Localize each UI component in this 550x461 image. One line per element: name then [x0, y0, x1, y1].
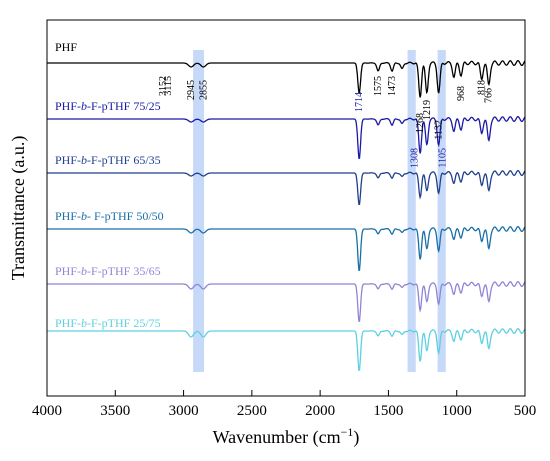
- spectrum-line-3: [47, 225, 526, 271]
- highlight-band-2: [437, 50, 446, 372]
- series-label-1: PHF-b-F-pTHF 75/25: [55, 99, 161, 113]
- series-label-4-part-1: b: [81, 264, 87, 278]
- x-axis-ticks: 4000 3500 3000 2500 2000 1500 1000 500: [32, 390, 536, 419]
- peak-label-1268: 1268: [415, 113, 426, 133]
- series-label-3-part-2: - F-pTHF 50/50: [87, 209, 164, 223]
- x-tick-label-500: 500: [514, 403, 537, 419]
- peak-label-1105: 1105: [437, 148, 448, 168]
- x-tick-label-2000: 2000: [305, 403, 335, 419]
- series-label-2-part-1: b: [81, 153, 87, 167]
- x-tick-label-1500: 1500: [373, 403, 403, 419]
- spectra-group: [47, 59, 526, 371]
- series-label-3-part-0: PHF-: [55, 209, 81, 223]
- spectrum-line-5: [47, 327, 526, 371]
- x-tick-label-3000: 3000: [169, 403, 199, 419]
- highlight-bands: [193, 50, 446, 372]
- peak-label-2855: 2855: [198, 80, 209, 100]
- peak-label-968: 968: [456, 86, 467, 101]
- x-tick-label-4000: 4000: [32, 403, 62, 419]
- series-label-2-part-0: PHF-: [55, 153, 81, 167]
- series-label-2-part-2: -F-pTHF 65/35: [87, 153, 161, 167]
- series-label-5-part-2: -F-pTHF 25/75: [87, 316, 161, 330]
- peak-label-818: 818: [477, 80, 488, 95]
- series-label-4: PHF-b-F-pTHF 35/65: [55, 264, 161, 278]
- peak-label-1473: 1473: [387, 76, 398, 96]
- peak-label-766: 766: [484, 88, 495, 103]
- peak-label-1219: 1219: [422, 100, 433, 120]
- x-axis-label: Wavenumber (cm−1): [213, 425, 360, 448]
- peak-label-1714: 1714: [354, 92, 365, 112]
- x-axis-label-sup: −1: [341, 425, 354, 439]
- x-axis-label-close: ): [353, 427, 359, 448]
- series-label-0: PHF: [55, 40, 77, 54]
- peak-label-1308: 1308: [410, 148, 421, 168]
- peak-label-2945: 2945: [186, 80, 197, 100]
- series-label-1-part-0: PHF-: [55, 99, 81, 113]
- series-label-4-part-0: PHF-: [55, 264, 81, 278]
- series-label-3: PHF-b- F-pTHF 50/50: [55, 209, 164, 223]
- series-label-3-part-1: b: [81, 209, 87, 223]
- peak-label-1132: 1132: [434, 120, 445, 140]
- peak-label-3115: 3115: [163, 76, 174, 96]
- series-label-2: PHF-b-F-pTHF 65/35: [55, 153, 161, 167]
- spectrum-line-2: [47, 169, 526, 206]
- x-axis-label-main: Wavenumber (cm: [213, 427, 341, 448]
- series-label-1-part-2: -F-pTHF 75/25: [87, 99, 161, 113]
- series-label-5: PHF-b-F-pTHF 25/75: [55, 316, 161, 330]
- series-label-5-part-0: PHF-: [55, 316, 81, 330]
- peak-label-3152: 3152: [158, 76, 169, 96]
- series-label-1-part-1: b: [81, 99, 87, 113]
- highlight-band-0: [193, 50, 205, 372]
- series-label-4-part-2: -F-pTHF 35/65: [87, 264, 161, 278]
- y-axis-label: Transmittance (a.u.): [8, 136, 29, 281]
- spectrum-line-4: [47, 280, 526, 322]
- x-tick-label-2500: 2500: [237, 403, 267, 419]
- spectrum-line-1: [47, 115, 526, 159]
- x-tick-label-3500: 3500: [100, 403, 130, 419]
- spectrum-line-0: [47, 59, 526, 98]
- highlight-band-1: [407, 50, 416, 372]
- series-label-5-part-1: b: [81, 316, 87, 330]
- plot-frame: [46, 19, 526, 397]
- x-tick-label-1000: 1000: [442, 403, 472, 419]
- peak-label-1575: 1575: [373, 76, 384, 96]
